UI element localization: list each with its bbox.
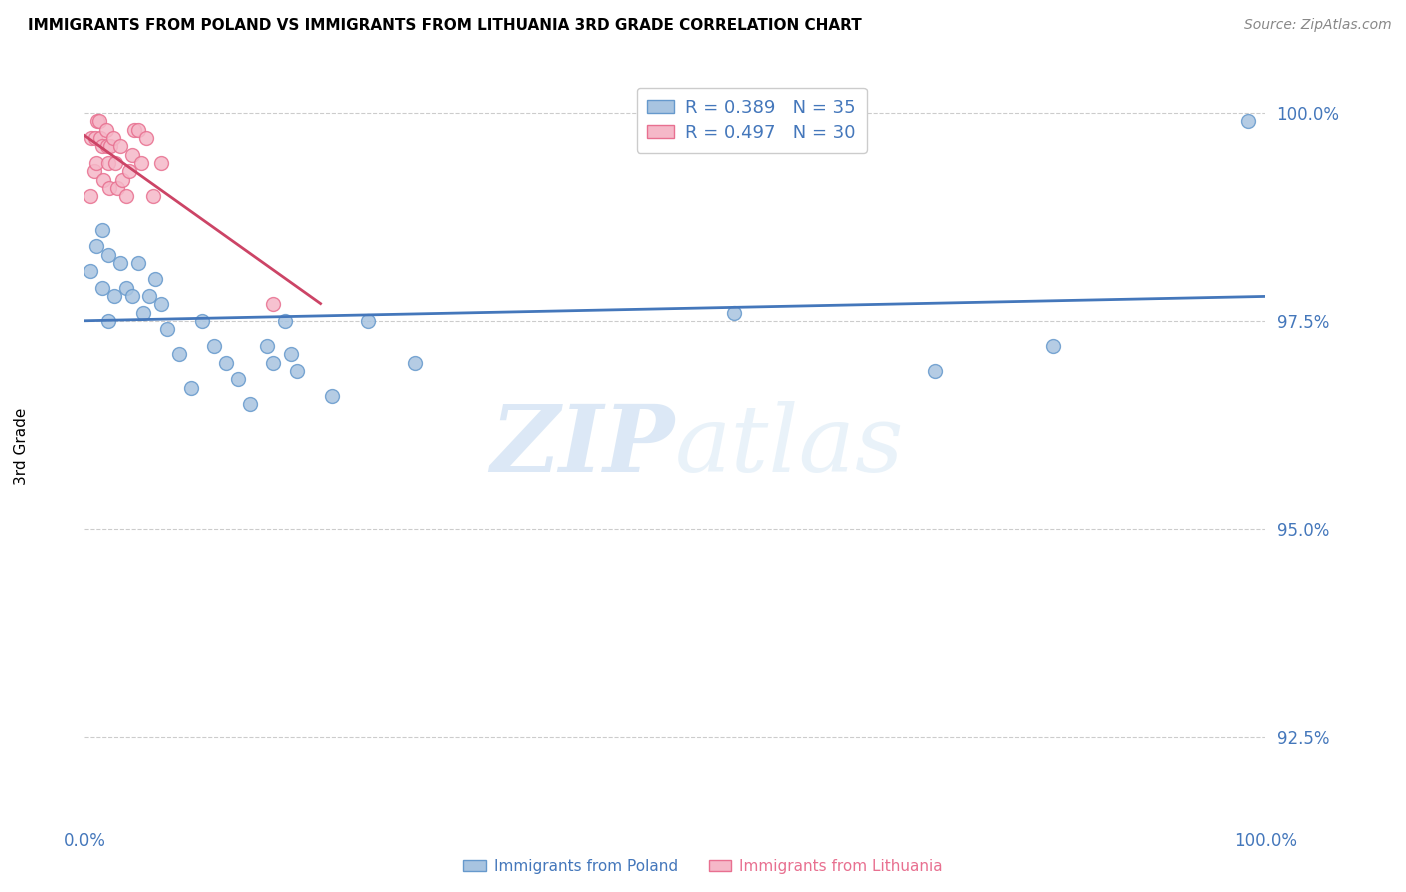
Point — [94, 122, 117, 136]
Point — [107, 181, 129, 195]
Point — [142, 189, 165, 203]
Point — [91, 172, 114, 186]
Y-axis label: 3rd Grade: 3rd Grade — [14, 408, 28, 484]
Point — [215, 356, 238, 370]
Point — [103, 289, 125, 303]
Point — [127, 122, 149, 136]
Point — [239, 397, 262, 411]
Point — [122, 122, 145, 136]
Point — [1042, 339, 1064, 353]
Text: Source: ZipAtlas.com: Source: ZipAtlas.com — [1244, 18, 1392, 32]
Point — [357, 314, 380, 328]
Point — [97, 156, 120, 170]
Point — [84, 131, 107, 145]
Legend: R = 0.389   N = 35, R = 0.497   N = 30: R = 0.389 N = 35, R = 0.497 N = 30 — [637, 88, 866, 153]
Point — [127, 256, 149, 270]
Point — [114, 281, 136, 295]
Point — [135, 131, 157, 145]
Point — [91, 281, 114, 295]
Point — [143, 272, 166, 286]
Point — [156, 322, 179, 336]
Point — [404, 356, 426, 370]
Point — [89, 131, 111, 145]
Point — [167, 347, 190, 361]
Point — [280, 347, 302, 361]
Point — [132, 306, 155, 320]
Point — [101, 131, 124, 145]
Point — [83, 164, 105, 178]
Point — [321, 389, 343, 403]
Text: ZIP: ZIP — [491, 401, 675, 491]
Point — [86, 114, 108, 128]
Point — [84, 239, 107, 253]
Point — [924, 364, 946, 378]
Point — [84, 156, 107, 170]
Point — [121, 147, 143, 161]
Point — [98, 181, 121, 195]
Point — [129, 156, 152, 170]
Point — [180, 381, 202, 395]
Point — [80, 131, 103, 145]
Point — [274, 314, 297, 328]
Text: atlas: atlas — [675, 401, 904, 491]
Point — [91, 139, 114, 153]
Point — [226, 372, 249, 386]
Point — [256, 339, 278, 353]
Point — [118, 164, 141, 178]
Point — [138, 289, 160, 303]
Point — [108, 139, 131, 153]
Point — [150, 156, 173, 170]
Point — [121, 289, 143, 303]
Point — [97, 314, 120, 328]
Point — [114, 189, 136, 203]
Point — [111, 172, 134, 186]
Point — [91, 222, 114, 236]
Point — [104, 156, 127, 170]
Point — [202, 339, 225, 353]
Point — [108, 256, 131, 270]
Point — [97, 247, 120, 261]
Point — [98, 139, 121, 153]
Point — [262, 356, 284, 370]
Point — [79, 189, 101, 203]
Point — [191, 314, 214, 328]
Text: IMMIGRANTS FROM POLAND VS IMMIGRANTS FROM LITHUANIA 3RD GRADE CORRELATION CHART: IMMIGRANTS FROM POLAND VS IMMIGRANTS FRO… — [28, 18, 862, 33]
Point — [723, 306, 745, 320]
Point — [79, 264, 101, 278]
Point — [96, 139, 118, 153]
Legend: Immigrants from Poland, Immigrants from Lithuania: Immigrants from Poland, Immigrants from … — [457, 853, 949, 880]
Point — [1236, 114, 1258, 128]
Point — [262, 297, 284, 311]
Point — [87, 114, 110, 128]
Point — [150, 297, 173, 311]
Point — [285, 364, 308, 378]
